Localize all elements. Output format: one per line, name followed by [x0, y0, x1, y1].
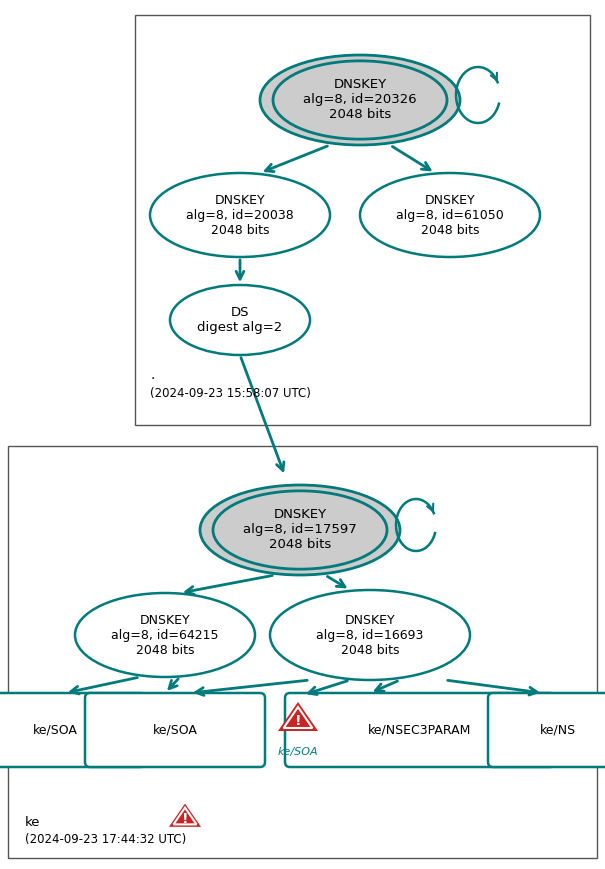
Text: DNSKEY
alg=8, id=61050
2048 bits: DNSKEY alg=8, id=61050 2048 bits [396, 194, 504, 236]
FancyBboxPatch shape [488, 693, 605, 767]
Ellipse shape [260, 55, 460, 145]
Text: DS
digest alg=2: DS digest alg=2 [197, 306, 283, 334]
Text: DNSKEY
alg=8, id=20326
2048 bits: DNSKEY alg=8, id=20326 2048 bits [303, 78, 417, 122]
Ellipse shape [150, 173, 330, 257]
Text: (2024-09-23 15:58:07 UTC): (2024-09-23 15:58:07 UTC) [150, 387, 311, 400]
Ellipse shape [213, 491, 387, 569]
Ellipse shape [360, 173, 540, 257]
Text: DNSKEY
alg=8, id=17597
2048 bits: DNSKEY alg=8, id=17597 2048 bits [243, 508, 357, 552]
Text: (2024-09-23 17:44:32 UTC): (2024-09-23 17:44:32 UTC) [25, 833, 186, 846]
Ellipse shape [200, 485, 400, 575]
FancyBboxPatch shape [85, 693, 265, 767]
Text: ke/SOA: ke/SOA [152, 724, 197, 737]
Text: ke/SOA: ke/SOA [278, 747, 318, 757]
Text: DNSKEY
alg=8, id=20038
2048 bits: DNSKEY alg=8, id=20038 2048 bits [186, 194, 294, 236]
Polygon shape [174, 807, 197, 825]
Text: ke/SOA: ke/SOA [33, 724, 77, 737]
Text: !: ! [295, 714, 301, 728]
Text: !: ! [182, 812, 188, 826]
FancyBboxPatch shape [285, 693, 555, 767]
Bar [8, 446, 597, 858]
Ellipse shape [273, 61, 447, 139]
FancyBboxPatch shape [0, 693, 145, 767]
Ellipse shape [270, 590, 470, 680]
Text: ke: ke [25, 815, 41, 828]
Polygon shape [169, 804, 201, 826]
Text: DNSKEY
alg=8, id=16693
2048 bits: DNSKEY alg=8, id=16693 2048 bits [316, 614, 424, 656]
Bar [135, 15, 590, 425]
Text: ke/NSEC3PARAM: ke/NSEC3PARAM [368, 724, 472, 737]
Text: DNSKEY
alg=8, id=64215
2048 bits: DNSKEY alg=8, id=64215 2048 bits [111, 614, 219, 656]
Ellipse shape [75, 593, 255, 677]
Text: ke/NS: ke/NS [540, 724, 576, 737]
Polygon shape [284, 707, 312, 728]
Polygon shape [278, 702, 318, 731]
Text: .: . [150, 368, 154, 382]
Ellipse shape [170, 285, 310, 355]
